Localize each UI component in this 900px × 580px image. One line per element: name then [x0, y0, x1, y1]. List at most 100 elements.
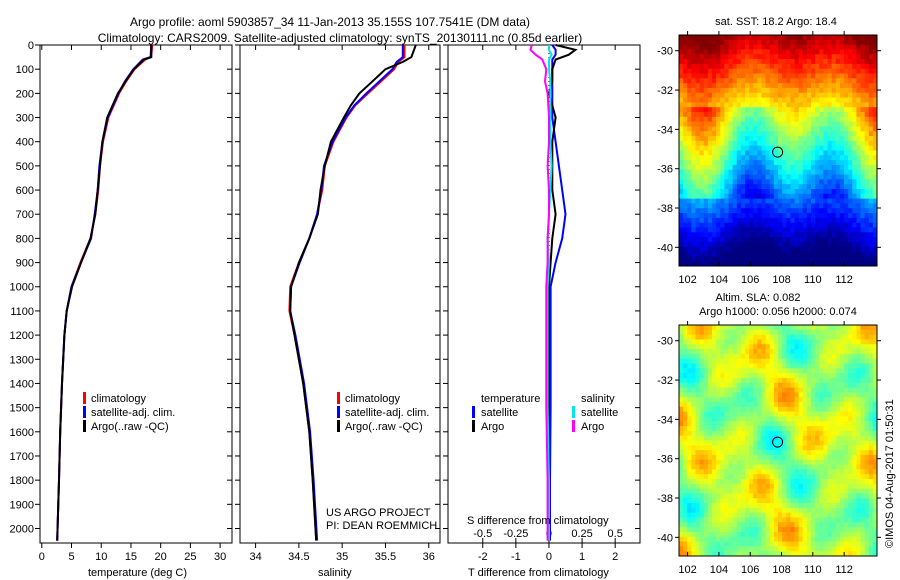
map-cell [782, 237, 787, 243]
map-cell [831, 349, 837, 355]
map-cell [679, 325, 684, 331]
map-cell [835, 97, 841, 103]
map-cell [848, 387, 853, 393]
map-cell [852, 459, 857, 466]
map-cell [695, 116, 701, 123]
map-cell [691, 92, 697, 99]
map-cell [806, 329, 812, 336]
map-cell [679, 222, 684, 228]
map-cell [740, 503, 746, 509]
map-cell [699, 469, 705, 475]
map-cell [790, 474, 796, 480]
map-cell [778, 198, 783, 204]
map-cell [695, 160, 701, 166]
map-cell [872, 78, 878, 84]
map-cell [695, 325, 701, 331]
map-cell [802, 541, 808, 547]
map-cell [765, 503, 771, 509]
map-cell [872, 251, 878, 257]
map-cell [872, 377, 878, 384]
map-cell [844, 203, 849, 209]
map-cell [720, 450, 725, 456]
map-cell [745, 445, 750, 451]
map-cell [724, 353, 730, 360]
map-cell [736, 140, 742, 147]
map-cell [835, 136, 841, 142]
map-cell [811, 479, 816, 485]
map-cell [757, 450, 763, 456]
map-cell [749, 251, 754, 257]
map-cell [773, 469, 779, 475]
map-cell [707, 387, 713, 393]
x-tick-label: 108 [772, 564, 790, 576]
map-cell [687, 126, 692, 132]
map-cell [823, 155, 829, 161]
map-cell [757, 256, 763, 262]
map-cell [707, 160, 713, 166]
map-cell [790, 329, 796, 336]
map-cell [732, 241, 738, 248]
map-cell [839, 208, 845, 214]
map-cell [695, 382, 701, 389]
map-cell [707, 507, 713, 514]
map-cell [848, 54, 853, 60]
map-cell [757, 237, 763, 243]
map-cell [827, 454, 833, 461]
map-cell [703, 368, 709, 374]
map-cell [786, 59, 791, 65]
map-cell [745, 329, 750, 336]
map-cell [773, 387, 779, 393]
map-cell [806, 112, 812, 118]
map-cell [798, 349, 804, 355]
map-cell [794, 83, 800, 89]
map-cell [745, 222, 750, 228]
map-cell [802, 329, 808, 336]
map-cell [823, 353, 829, 360]
map-cell [815, 416, 820, 422]
map-cell [872, 136, 878, 142]
map-cell [716, 232, 721, 238]
map-cell [856, 536, 862, 543]
map-cell [860, 483, 866, 490]
map-cell [720, 73, 725, 79]
map-cell [848, 445, 853, 451]
map-cell [687, 435, 692, 441]
map-cell [872, 261, 878, 267]
map-cell [699, 164, 705, 171]
map-cell [728, 237, 734, 243]
map-cell [868, 39, 874, 46]
map-cell [844, 406, 849, 413]
map-cell [786, 469, 791, 475]
map-cell [782, 232, 787, 238]
map-cell [765, 440, 771, 446]
map-cell [683, 49, 688, 55]
map-cell [761, 387, 767, 393]
map-cell [782, 517, 787, 523]
map-cell [773, 208, 779, 214]
map-cell [872, 454, 878, 461]
map-cell [724, 445, 730, 451]
map-cell [794, 406, 800, 413]
map-cell [691, 474, 697, 480]
map-cell [749, 116, 754, 123]
map-cell [860, 464, 866, 470]
map-cell [819, 121, 824, 127]
map-cell [864, 382, 870, 389]
map-cell [806, 145, 812, 151]
map-cell [819, 474, 824, 480]
map-cell [827, 155, 833, 161]
map-cell [823, 483, 829, 490]
map-cell [786, 353, 791, 360]
map-cell [699, 344, 705, 350]
map-cell [798, 222, 804, 228]
map-cell [699, 358, 705, 364]
map-cell [691, 241, 697, 248]
map-cell [695, 483, 701, 490]
map-cell [699, 353, 705, 360]
map-cell [823, 126, 829, 132]
map-cell [852, 377, 857, 384]
map-cell [868, 261, 874, 267]
map-cell [773, 368, 779, 374]
map-cell [827, 78, 833, 84]
map-cell [761, 59, 767, 65]
